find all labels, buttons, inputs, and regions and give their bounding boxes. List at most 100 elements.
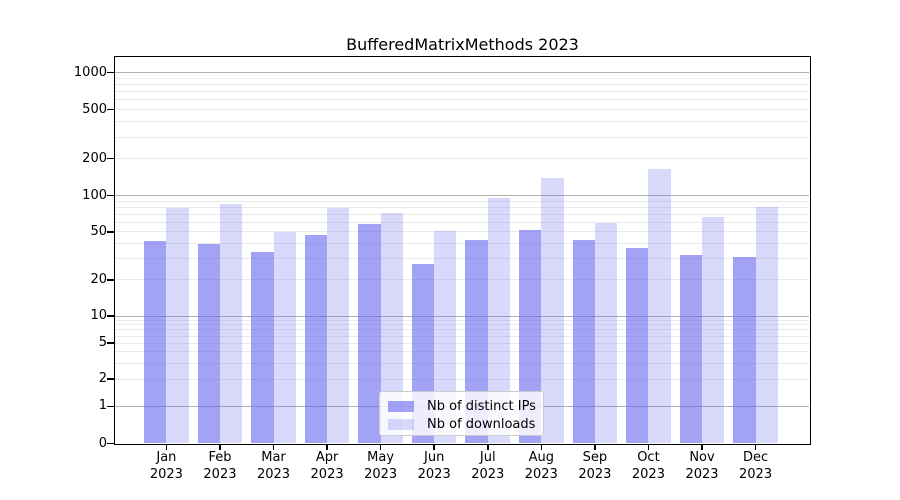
bar-distinct-ips (144, 241, 167, 444)
y-tick-label: 10 (90, 308, 107, 323)
bar-downloads (541, 178, 564, 444)
gridline-minor (115, 200, 809, 202)
gridline-minor (115, 342, 809, 344)
gridline-minor (115, 99, 809, 101)
y-tick-mark (107, 108, 114, 111)
bar-distinct-ips (197, 243, 220, 444)
x-tick-mark (326, 445, 328, 450)
x-tick-mark (540, 445, 543, 450)
bar-downloads (273, 231, 296, 444)
y-tick-label: 20 (90, 271, 107, 287)
gridline-minor (115, 121, 809, 123)
y-tick-mark (107, 194, 114, 197)
gridline-minor (115, 362, 809, 364)
gridline-minor (115, 84, 809, 86)
bar-downloads (166, 208, 189, 444)
gridline-major (115, 72, 809, 74)
gridline-minor (115, 158, 809, 160)
x-tick-label: Jun 2023 (417, 450, 451, 482)
y-tick-mark (107, 405, 114, 408)
bar-distinct-ips (304, 235, 328, 444)
gridline-minor (115, 109, 809, 111)
x-tick-label: Nov 2023 (685, 450, 719, 482)
y-tick-label: 1000 (73, 64, 107, 80)
legend-label-distinct-ips: Nb of distinct IPs (427, 398, 536, 414)
gridline-minor (115, 319, 809, 321)
gridline-minor (115, 136, 809, 138)
gridline-minor (115, 324, 809, 326)
bar-downloads (380, 212, 403, 444)
legend-swatch-distinct-ips (388, 400, 414, 412)
x-tick-label: Mar 2023 (256, 450, 291, 482)
y-tick-mark (107, 231, 114, 233)
x-tick-mark (701, 445, 703, 450)
bar-downloads (219, 203, 243, 444)
x-tick-mark (647, 445, 650, 450)
bar-downloads (327, 208, 350, 444)
y-tick-mark (107, 342, 114, 344)
x-tick-mark (219, 445, 221, 450)
x-tick-mark (594, 445, 596, 450)
gridline-minor (115, 335, 809, 337)
gridline-minor (115, 243, 809, 245)
gridline-minor (115, 91, 809, 93)
x-tick-mark (379, 445, 382, 450)
gridline-minor (115, 77, 809, 79)
x-tick-mark (272, 445, 275, 450)
legend-row-distinct-ips: Nb of distinct IPs (388, 398, 536, 414)
bar-downloads (648, 168, 671, 444)
legend-swatch-downloads (388, 418, 414, 430)
legend-label-downloads: Nb of downloads (427, 416, 536, 432)
gridline-minor (115, 329, 809, 331)
bar-distinct-ips (733, 256, 756, 444)
x-tick-mark (433, 445, 435, 450)
x-tick-mark (487, 445, 489, 450)
x-tick-mark (754, 445, 757, 450)
gridline-minor (115, 351, 809, 353)
y-tick-label: 200 (82, 150, 107, 166)
y-tick-label: 0 (98, 435, 107, 451)
x-tick-label: Aug 2023 (524, 450, 558, 482)
x-tick-label: Dec 2023 (739, 450, 773, 482)
chart-title: BufferedMatrixMethods 2023 (346, 35, 579, 54)
legend-row-downloads: Nb of downloads (388, 416, 535, 432)
bar-downloads (594, 223, 618, 444)
bar-distinct-ips (626, 247, 649, 444)
gridline-minor (115, 231, 809, 233)
bar-downloads (702, 217, 725, 444)
gridline-minor (115, 221, 809, 223)
x-tick-label: Jan 2023 (149, 450, 183, 482)
x-tick-label: Jul 2023 (471, 450, 505, 482)
bar-downloads (434, 230, 457, 444)
x-tick-mark (165, 445, 168, 450)
gridline-minor (115, 258, 809, 260)
y-tick-mark (107, 71, 114, 74)
y-tick-label: 100 (82, 187, 107, 203)
x-tick-label: Apr 2023 (310, 450, 344, 482)
x-tick-label: Oct 2023 (631, 450, 665, 482)
y-tick-mark (107, 315, 114, 317)
y-tick-label: 2 (98, 371, 107, 387)
gridline-major (115, 195, 809, 197)
gridline-minor (115, 213, 809, 215)
y-tick-label: 5 (98, 335, 107, 351)
bar-downloads (755, 207, 778, 444)
y-tick-mark (107, 279, 114, 281)
bar-distinct-ips (358, 224, 381, 444)
x-tick-label: Feb 2023 (203, 450, 237, 482)
x-tick-label: Sep 2023 (578, 450, 612, 482)
gridline-minor (115, 206, 809, 208)
x-tick-label: May 2023 (364, 450, 398, 482)
bar-distinct-ips (519, 229, 542, 444)
legend: Nb of distinct IPs Nb of downloads (379, 391, 544, 436)
y-tick-label: 50 (90, 223, 107, 239)
gridline-major (115, 315, 809, 317)
bar-downloads (487, 198, 511, 444)
y-tick-mark (107, 378, 114, 380)
y-tick-mark (107, 157, 114, 160)
gridline-minor (115, 279, 809, 281)
bar-distinct-ips (679, 255, 702, 444)
bar-distinct-ips (251, 252, 274, 444)
y-tick-label: 500 (82, 101, 107, 117)
